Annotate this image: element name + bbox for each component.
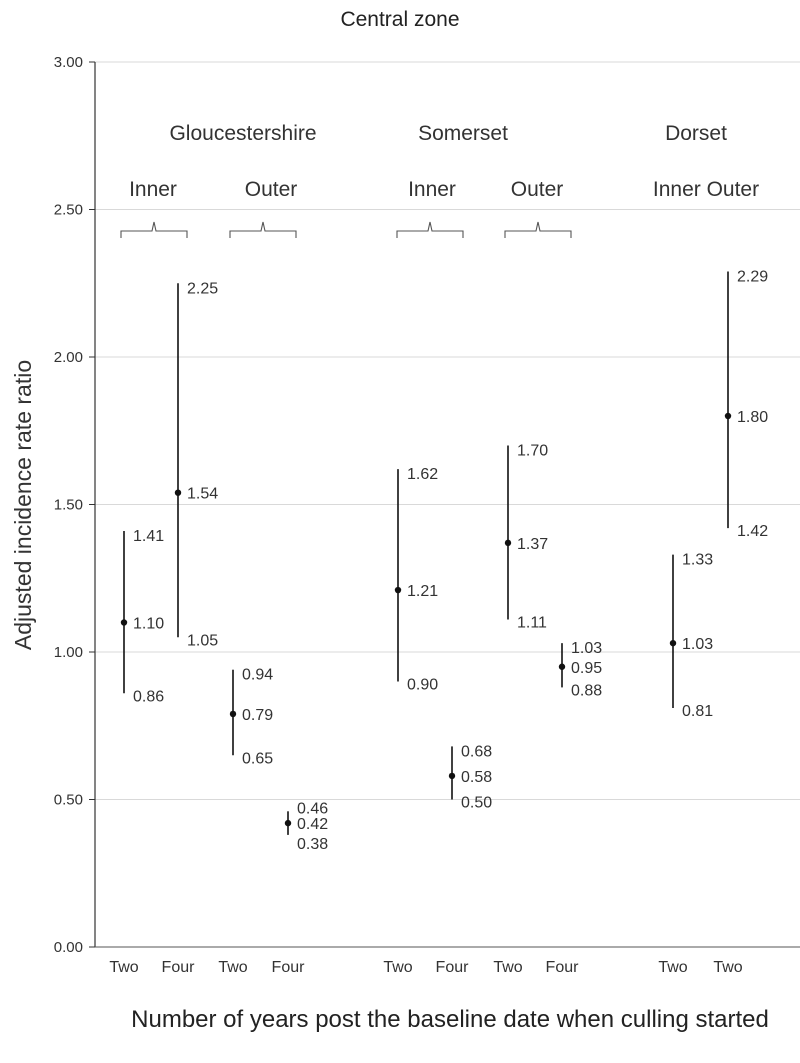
y-tick-label: 1.50 [54, 497, 83, 514]
upper-ci-label: 0.94 [242, 667, 273, 684]
lower-ci-label: 1.11 [517, 615, 547, 632]
estimate-label: 1.03 [682, 636, 713, 653]
upper-ci-label: 1.33 [682, 552, 713, 569]
lower-ci-label: 1.42 [737, 523, 768, 540]
estimate-label: 1.80 [737, 409, 768, 426]
group-label: Dorset [665, 122, 727, 145]
x-tick-label: Two [109, 959, 138, 976]
estimate-label: 0.95 [571, 660, 602, 677]
x-tick-label: Two [218, 959, 247, 976]
upper-ci-label: 1.70 [517, 443, 548, 460]
x-tick-label: Two [713, 959, 742, 976]
estimate-label: 0.42 [297, 816, 328, 833]
y-tick-label: 2.50 [54, 202, 83, 219]
y-tick-label: 2.00 [54, 349, 83, 366]
estimate-point [558, 663, 566, 670]
subgroup-label: Inner Outer [653, 178, 759, 201]
group-labels: Gloucestershire Somerset Dorset [169, 122, 727, 145]
lower-ci-label: 1.05 [187, 632, 218, 649]
upper-ci-label: 1.03 [571, 640, 602, 657]
lower-ci-label: 0.88 [571, 682, 602, 699]
y-tick-label: 1.00 [54, 644, 83, 661]
lower-ci-label: 0.86 [133, 688, 164, 705]
upper-ci-label: 1.62 [407, 466, 438, 483]
estimate-point [394, 586, 402, 594]
estimate-point [284, 819, 292, 827]
subgroup-label: Outer [245, 178, 298, 201]
y-tick-label: 0.50 [54, 792, 83, 809]
estimate-point [120, 619, 128, 626]
estimate-label: 1.21 [407, 583, 438, 600]
x-tick-label: Four [162, 959, 196, 976]
estimate-label: 1.54 [187, 486, 218, 503]
y-axis-label: Adjusted incidence rate ratio [10, 360, 36, 650]
x-tick-label: Four [436, 959, 470, 976]
lower-ci-label: 0.90 [407, 677, 438, 694]
subgroup-label: Inner [129, 178, 177, 201]
bracket [504, 221, 572, 238]
estimate-point [724, 412, 732, 420]
x-tick-labels: Two Four Two Four Two Four Two Four Two Two [109, 959, 742, 976]
lower-ci-label: 0.50 [461, 795, 492, 812]
estimate-point [504, 539, 512, 547]
estimate-point [448, 772, 456, 780]
estimate-label: 0.58 [461, 769, 492, 786]
x-tick-label: Four [546, 959, 580, 976]
lower-ci-label: 0.38 [297, 836, 328, 853]
upper-ci-label: 2.29 [737, 268, 768, 285]
estimate-label: 1.37 [517, 536, 548, 553]
x-tick-label: Four [272, 959, 306, 976]
upper-ci-label: 1.41 [133, 528, 164, 545]
bracket [396, 221, 464, 238]
estimate-point [669, 639, 677, 647]
bracket [120, 221, 188, 238]
y-tick-label: 3.00 [54, 54, 83, 71]
subgroup-label: Inner [408, 178, 456, 201]
estimate-label: 0.79 [242, 707, 273, 724]
group-label: Gloucestershire [169, 122, 316, 145]
lower-ci-label: 0.81 [682, 703, 713, 720]
x-tick-label: Two [383, 959, 412, 976]
bracket-marks [120, 221, 572, 238]
group-label: Somerset [418, 122, 508, 145]
subgroup-label: Outer [511, 178, 564, 201]
y-tick-label: 0.00 [54, 939, 83, 956]
estimate-point [229, 710, 237, 718]
gridlines [95, 61, 800, 800]
x-axis-label: Number of years post the baseline date w… [131, 1006, 769, 1033]
y-axis: 0.00 0.50 1.00 1.50 2.00 2.50 3.00 [54, 54, 800, 956]
bracket [229, 221, 297, 238]
upper-ci-label: 0.68 [461, 743, 492, 760]
x-tick-label: Two [493, 959, 522, 976]
chart-title: Central zone [340, 8, 460, 31]
estimate-label: 1.10 [133, 616, 164, 633]
upper-ci-label: 2.25 [187, 280, 218, 297]
upper-ci-label: 0.46 [297, 800, 328, 817]
subgroup-labels: Inner Outer Inner Outer Inner Outer [129, 178, 759, 201]
estimate-point [174, 489, 182, 496]
x-tick-label: Two [658, 959, 687, 976]
lower-ci-label: 0.65 [242, 750, 273, 767]
data-marks: 1.41 1.10 0.86 2.25 1.54 1.05 0.94 0.79 0.65 0.46… [120, 268, 768, 853]
